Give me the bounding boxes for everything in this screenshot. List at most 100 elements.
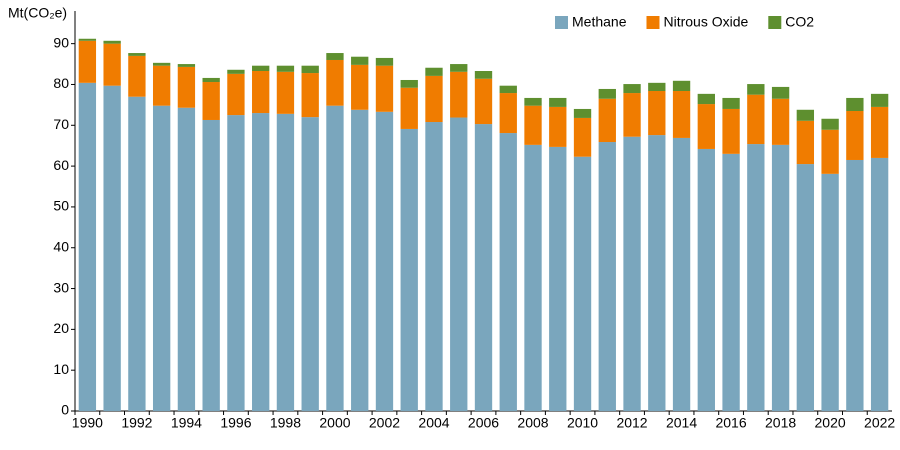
bar-segment	[524, 144, 542, 411]
bar-segment	[623, 136, 641, 411]
y-tick-label: 70	[53, 116, 69, 132]
x-tick-label: 2002	[369, 415, 400, 431]
bar-segment	[598, 142, 616, 412]
bar-segment	[301, 117, 319, 412]
bar-segment	[301, 73, 319, 118]
bar-segment	[375, 111, 394, 411]
bar-segment	[573, 108, 592, 118]
bar-segment	[227, 115, 245, 411]
bar-segment	[573, 156, 592, 411]
bar-segment	[276, 71, 295, 114]
bar-segment	[301, 65, 319, 74]
bar-segment	[598, 98, 616, 143]
bar-segment	[598, 88, 616, 99]
bar-segment	[177, 107, 196, 412]
bar-segment	[400, 87, 418, 129]
legend-label: CO2	[785, 14, 814, 30]
bar-segment	[573, 117, 592, 157]
legend-swatch	[646, 16, 660, 29]
y-tick-label: 90	[53, 34, 69, 50]
bar-segment	[870, 93, 889, 107]
bar-segment	[771, 144, 790, 411]
bar-segment	[78, 40, 97, 83]
bar-segment	[672, 91, 691, 138]
bar-segment	[375, 65, 394, 112]
bar-segment	[400, 79, 418, 88]
bar-segment	[771, 86, 790, 99]
bar-segment	[103, 85, 121, 411]
bar-segment	[672, 137, 691, 411]
bar-segment	[276, 65, 295, 72]
bar-segment	[351, 109, 369, 411]
bar-segment	[425, 75, 443, 123]
bar-segment	[227, 69, 245, 74]
bar-segment	[821, 129, 839, 174]
bar-segment	[474, 78, 493, 125]
x-tick-label: 2010	[567, 415, 598, 431]
x-tick-label: 1990	[72, 415, 103, 431]
legend-swatch	[768, 16, 782, 29]
bar-segment	[846, 159, 864, 411]
bar-segment	[623, 93, 641, 137]
bar-segment	[499, 133, 517, 411]
bar-segment	[276, 113, 295, 411]
bar-segment	[103, 43, 121, 86]
x-tick-label: 2022	[864, 415, 895, 431]
x-tick-label: 1992	[121, 415, 152, 431]
legend-label: Nitrous Oxide	[663, 14, 748, 30]
bar-segment	[326, 59, 344, 106]
x-tick-label: 2004	[418, 415, 449, 431]
x-tick-label: 2006	[468, 415, 499, 431]
bar-segment	[177, 66, 196, 108]
y-tick-label: 80	[53, 75, 69, 91]
bar-segment	[375, 57, 394, 66]
bar-segment	[202, 119, 220, 412]
bar-segment	[351, 64, 369, 110]
bar-segment	[128, 96, 146, 411]
bar-segment	[252, 113, 270, 411]
bar-segment	[450, 117, 468, 411]
bar-segment	[177, 64, 196, 67]
bar-segment	[474, 71, 493, 79]
bar-segment	[152, 105, 171, 411]
bar-segment	[202, 77, 220, 83]
bar-segment	[821, 118, 839, 130]
x-tick-label: 2020	[815, 415, 846, 431]
y-tick-label: 0	[61, 402, 69, 418]
y-tick-label: 50	[53, 198, 69, 214]
bar-segment	[152, 62, 171, 66]
bar-segment	[747, 144, 765, 411]
bar-segment	[252, 71, 270, 114]
x-tick-label: 1996	[220, 415, 251, 431]
y-tick-label: 10	[53, 361, 69, 377]
legend-label: Methane	[572, 14, 627, 30]
bar-segment	[78, 82, 97, 411]
bar-segment	[846, 111, 864, 160]
bar-segment	[425, 67, 443, 76]
y-tick-label: 40	[53, 238, 69, 254]
bar-segment	[450, 64, 468, 72]
bar-segment	[796, 120, 815, 165]
x-tick-label: 2008	[517, 415, 548, 431]
x-tick-label: 2016	[715, 415, 746, 431]
bar-segment	[351, 56, 369, 65]
y-tick-label: 20	[53, 320, 69, 336]
x-tick-label: 1998	[270, 415, 301, 431]
bar-segment	[128, 55, 146, 97]
bar-segment	[722, 97, 740, 109]
bar-segment	[152, 65, 171, 106]
x-tick-label: 2014	[666, 415, 697, 431]
bar-segment	[747, 84, 765, 95]
x-tick-label: 1994	[171, 415, 202, 431]
bar-segment	[648, 91, 666, 136]
x-tick-label: 2000	[319, 415, 350, 431]
bar-segment	[78, 38, 97, 41]
bar-segment	[672, 80, 691, 91]
bar-segment	[499, 93, 517, 134]
y-tick-label: 60	[53, 157, 69, 173]
bar-segment	[722, 108, 740, 154]
bar-segment	[128, 53, 146, 56]
y-tick-label: 30	[53, 279, 69, 295]
bar-segment	[796, 109, 815, 121]
